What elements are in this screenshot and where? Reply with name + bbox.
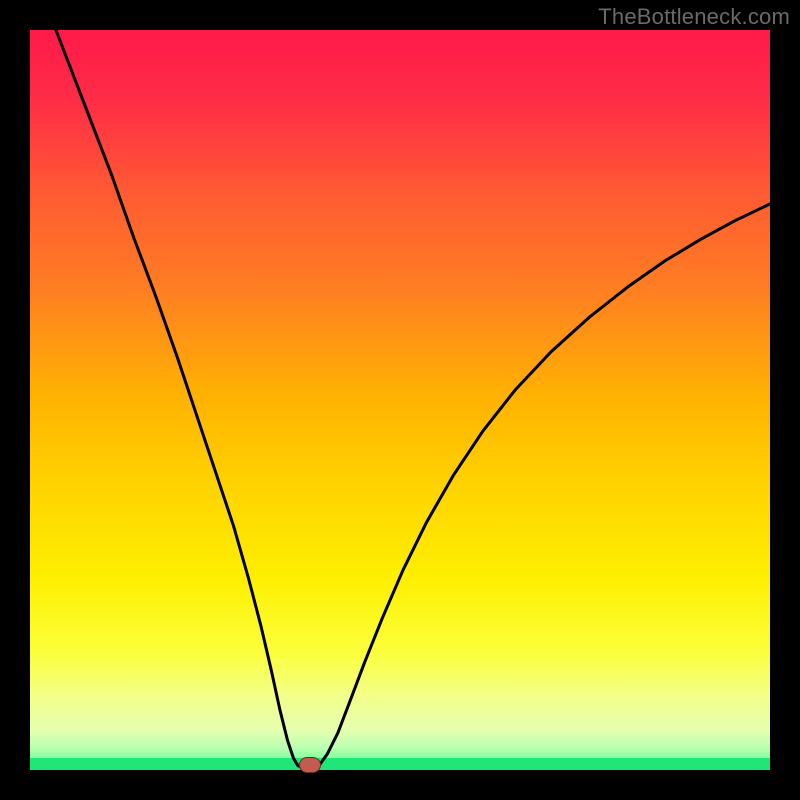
chart-stage: TheBottleneck.com xyxy=(0,0,800,800)
bottleneck-curve xyxy=(30,30,770,770)
watermark-text: TheBottleneck.com xyxy=(598,4,790,30)
plot-area xyxy=(30,30,770,770)
optimal-point-marker xyxy=(299,757,321,773)
